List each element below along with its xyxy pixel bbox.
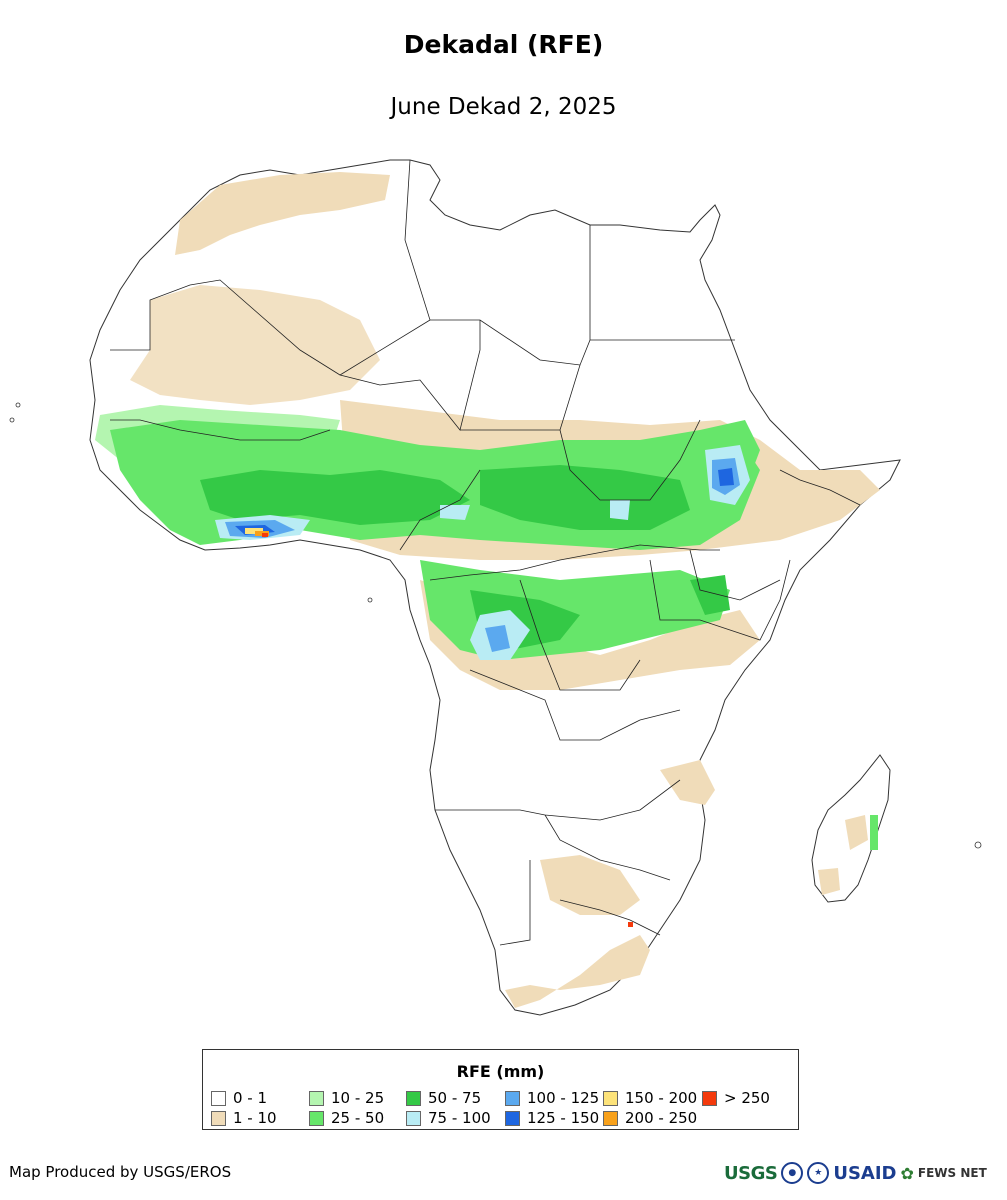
- legend-item-25-50: 25 - 50: [309, 1109, 384, 1127]
- rain-band-1-10-madagascar-s: [818, 868, 840, 895]
- rain-band-25-50-madagascar: [870, 815, 878, 850]
- legend-swatch: [505, 1090, 520, 1106]
- fews-net-icon: ✿: [900, 1163, 914, 1183]
- rain-band-150-200-coast: [245, 528, 263, 534]
- usaid-seal-icon: ★: [807, 1162, 830, 1184]
- usgs-logo: USGS: [724, 1162, 778, 1184]
- legend-box: RFE (mm) 0 - 1 1 - 10 10 - 25 25 - 50 50…: [202, 1049, 799, 1130]
- country-borders: [110, 159, 861, 946]
- legend-item-75-100: 75 - 100: [406, 1109, 491, 1127]
- rain-band-50-75-uganda: [690, 575, 730, 615]
- legend-item-10-25: 10 - 25: [309, 1089, 384, 1107]
- rain-band-1-10-central: [420, 580, 760, 690]
- rain-band-1-10-south-1: [540, 855, 640, 915]
- legend-swatch: [406, 1110, 421, 1126]
- legend-swatch: [603, 1090, 618, 1106]
- rain-band-50-75-west: [200, 470, 470, 525]
- legend-swatch: [211, 1110, 226, 1126]
- rain-band-75-100-cameroon: [440, 505, 470, 520]
- rain-band-1-10-sahel-west: [130, 285, 380, 405]
- legend-item-50-75: 50 - 75: [406, 1089, 481, 1107]
- rainfall-layer: [95, 172, 880, 1008]
- rain-band-1-10-se: [660, 760, 715, 805]
- legend-swatch: [309, 1090, 324, 1106]
- fews-net-logo: FEWS NET: [917, 1166, 987, 1180]
- legend-swatch: [603, 1110, 618, 1126]
- rain-band-gt-250-south: [628, 922, 633, 927]
- legend-item-100-125: 100 - 125: [505, 1089, 599, 1107]
- legend-item-150-200: 150 - 200: [603, 1089, 697, 1107]
- legend-title: RFE (mm): [456, 1062, 545, 1081]
- africa-rainfall-map: [9, 159, 982, 1016]
- usaid-logo: USAID: [833, 1162, 897, 1184]
- noaa-logo: ●: [781, 1162, 804, 1184]
- rain-band-1-10-south-2: [505, 935, 650, 1008]
- map-credit: Map Produced by USGS/EROS: [9, 1163, 232, 1181]
- map-title: Dekadal (RFE): [403, 30, 604, 59]
- rain-band-125-150-ethiopia: [718, 468, 734, 486]
- legend-item-125-150: 125 - 150: [505, 1109, 599, 1127]
- legend-item-gt-250: > 250: [702, 1089, 770, 1107]
- partner-logos: USGS ● ★ USAID ✿ FEWS NET: [724, 1158, 1002, 1188]
- rain-band-100-125-congo: [485, 625, 510, 652]
- rain-band-75-100-car: [610, 500, 630, 520]
- legend-swatch: [702, 1090, 717, 1106]
- legend-item-1-10: 1 - 10: [211, 1109, 277, 1127]
- legend-swatch: [406, 1090, 421, 1106]
- islands: [9, 402, 982, 849]
- legend-swatch: [309, 1110, 324, 1126]
- rain-band-gt-250-coast: [262, 533, 268, 537]
- legend-item-200-250: 200 - 250: [603, 1109, 697, 1127]
- legend-swatch: [505, 1110, 520, 1126]
- legend-swatch: [211, 1090, 226, 1106]
- rain-band-1-10-north: [175, 172, 390, 255]
- rain-band-50-75-central: [480, 465, 690, 530]
- map-subtitle: June Dekad 2, 2025: [390, 94, 617, 120]
- legend-item-0-1: 0 - 1: [211, 1089, 267, 1107]
- rain-band-1-10-madagascar: [845, 815, 868, 850]
